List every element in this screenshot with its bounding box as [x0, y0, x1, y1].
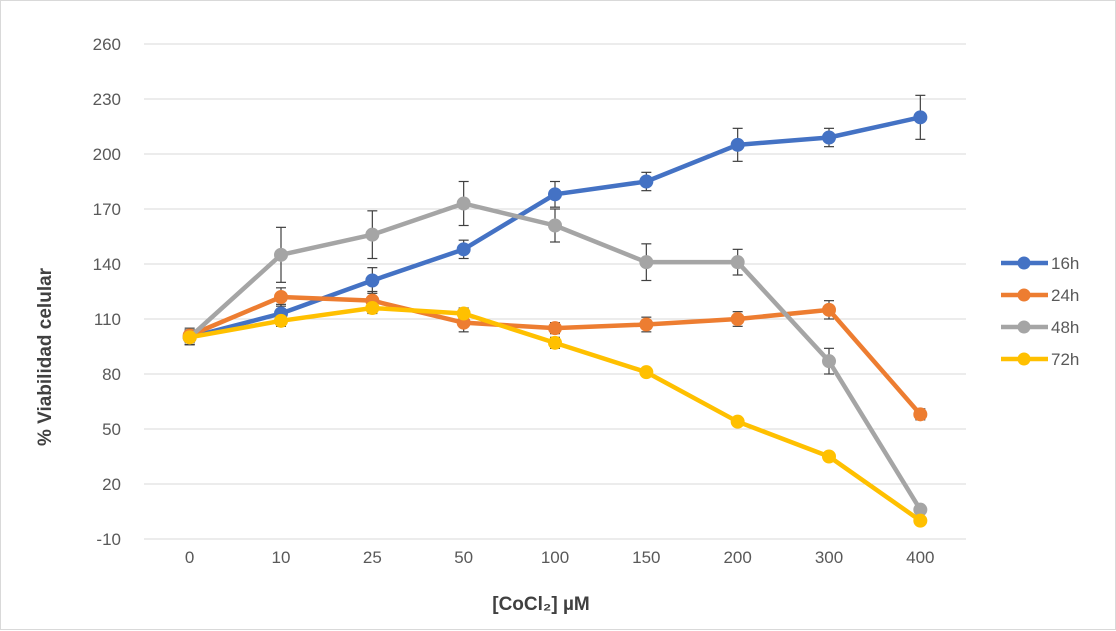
series-lines	[182, 110, 928, 528]
x-tick-label: 50	[454, 548, 473, 567]
data-point	[548, 321, 562, 336]
data-point	[456, 306, 471, 321]
data-point	[365, 273, 380, 288]
x-tick-label: 150	[632, 548, 660, 567]
legend-swatch-marker	[1017, 320, 1031, 334]
data-point	[456, 196, 471, 211]
x-tick-label: 100	[541, 548, 569, 567]
y-tick-label: 80	[102, 365, 121, 384]
legend-item-72h: 72h	[1001, 350, 1079, 369]
x-tick-label: 25	[363, 548, 382, 567]
data-point	[730, 414, 745, 429]
y-axis-ticks: -10 20 50 80 110 140 170 200 230 260	[93, 35, 121, 549]
data-point	[548, 335, 562, 350]
data-point	[639, 255, 654, 270]
legend: 16h 24h 48h 72h	[1001, 254, 1079, 369]
data-point	[639, 365, 654, 380]
data-point	[822, 130, 836, 145]
data-point	[365, 301, 380, 315]
data-point	[274, 247, 288, 262]
legend-item-16h: 16h	[1001, 254, 1079, 273]
data-point	[639, 317, 654, 332]
x-axis-title: [CoCl₂] µM	[492, 594, 589, 615]
y-tick-label: 140	[93, 255, 121, 274]
x-tick-label: 0	[185, 548, 194, 567]
y-tick-label: 230	[93, 90, 121, 109]
series-line	[188, 294, 923, 416]
y-tick-label: 170	[93, 200, 121, 219]
data-point	[639, 174, 654, 189]
legend-label: 24h	[1051, 286, 1079, 305]
legend-swatch-marker	[1017, 352, 1031, 366]
x-tick-label: 200	[723, 548, 751, 567]
series-72h	[182, 301, 928, 528]
legend-label: 16h	[1051, 254, 1079, 273]
legend-swatch-marker	[1017, 256, 1031, 270]
data-point	[913, 513, 928, 528]
data-point	[913, 110, 928, 125]
data-point	[730, 255, 745, 270]
data-point	[274, 313, 288, 328]
legend-label: 48h	[1051, 318, 1079, 337]
x-tick-label: 300	[815, 548, 843, 567]
y-tick-label: 20	[102, 475, 121, 494]
data-point	[548, 187, 562, 202]
legend-label: 72h	[1051, 350, 1079, 369]
data-point	[822, 449, 836, 464]
data-point	[274, 290, 288, 304]
y-tick-label: 200	[93, 145, 121, 164]
data-point	[730, 137, 745, 152]
series-48h	[182, 196, 928, 517]
x-tick-label: 10	[272, 548, 291, 567]
legend-item-48h: 48h	[1001, 318, 1079, 337]
y-tick-label: -10	[96, 530, 121, 549]
y-tick-label: 260	[93, 35, 121, 54]
y-axis-title: % Viabilidad celular	[35, 267, 56, 446]
x-axis-ticks: 0 10 25 50 100 150 200 300 400	[185, 548, 935, 567]
data-point	[182, 330, 197, 345]
y-tick-label: 110	[94, 310, 121, 329]
legend-swatch-marker	[1017, 288, 1031, 302]
data-point	[548, 218, 562, 233]
data-point	[822, 354, 836, 369]
data-point	[913, 407, 928, 422]
data-point	[456, 242, 471, 257]
data-point	[822, 302, 836, 317]
data-point	[365, 227, 380, 242]
x-tick-label: 400	[906, 548, 934, 567]
legend-item-24h: 24h	[1001, 286, 1079, 305]
data-point	[730, 312, 745, 326]
series-line	[188, 201, 923, 511]
y-tick-label: 50	[102, 420, 121, 439]
